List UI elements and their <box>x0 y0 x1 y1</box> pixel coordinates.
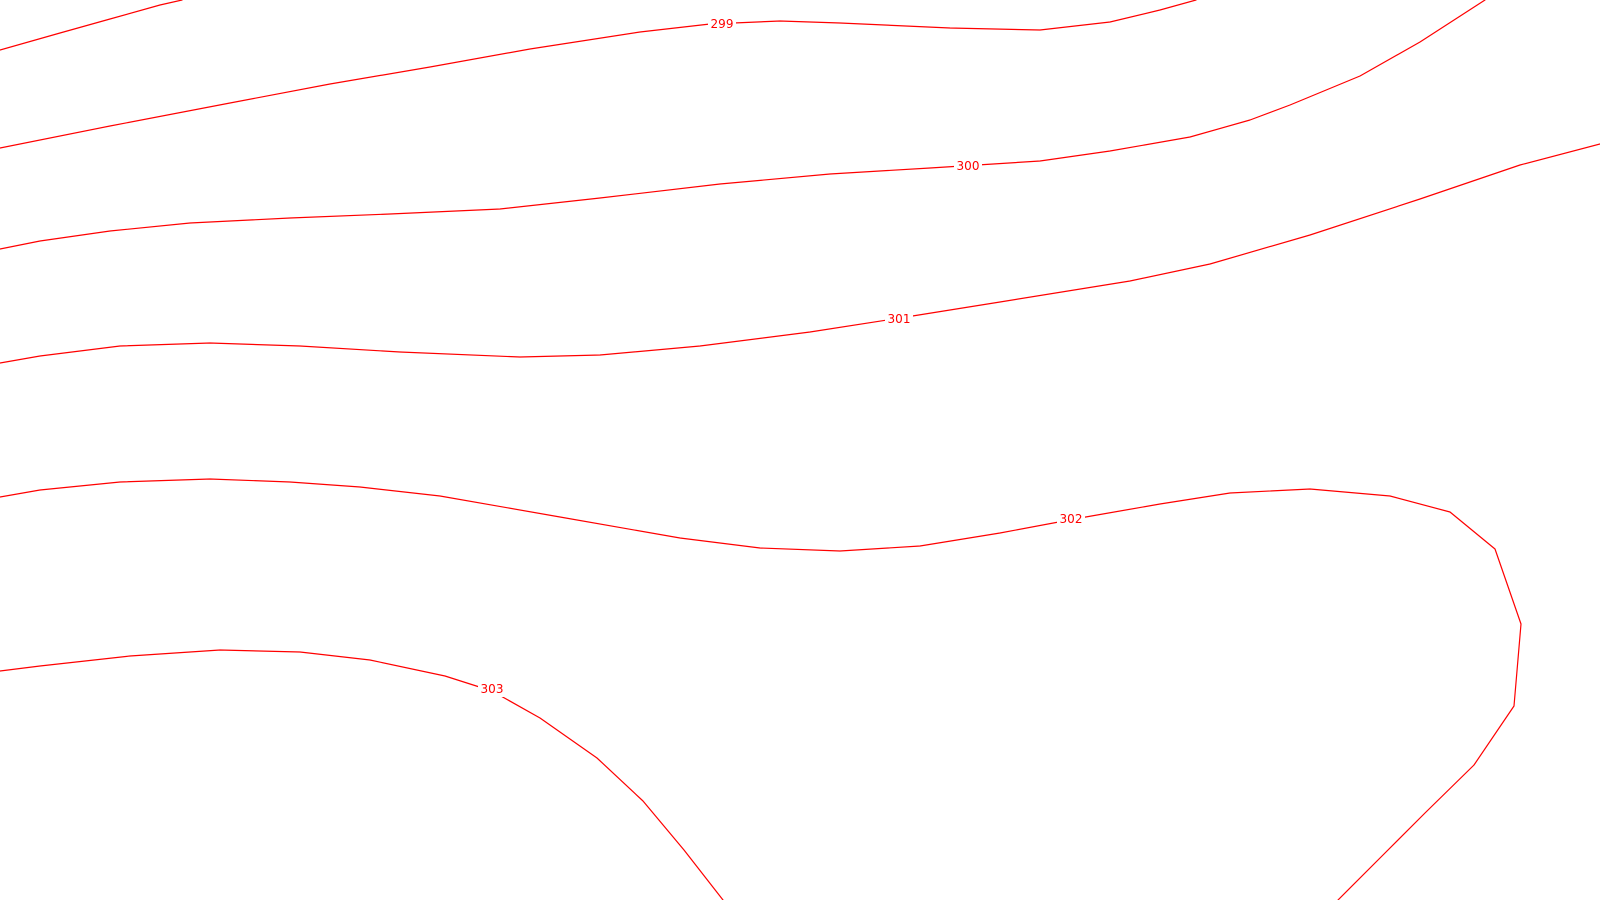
contour-line-298 <box>0 0 183 51</box>
contour-label-bg-301 <box>885 311 913 327</box>
contour-label-bg-300 <box>954 158 982 174</box>
contour-298 <box>0 0 183 51</box>
contour-label-303: 303 <box>481 682 504 696</box>
contour-label-302: 302 <box>1060 512 1083 526</box>
contour-line-302 <box>0 478 1522 900</box>
contour-299: 299 <box>0 0 1197 149</box>
contour-label-300: 300 <box>957 159 980 173</box>
contour-302: 302 <box>0 478 1522 900</box>
contour-label-bg-303 <box>478 681 506 697</box>
contour-301: 301 <box>0 143 1600 364</box>
contour-label-bg-302 <box>1057 511 1085 527</box>
contour-label-299: 299 <box>711 17 734 31</box>
contour-line-303 <box>0 649 724 900</box>
contour-label-bg-299 <box>708 16 736 32</box>
contour-300: 300 <box>0 0 1486 250</box>
contour-line-299 <box>0 0 1197 149</box>
contour-303: 303 <box>0 649 724 900</box>
contour-line-300 <box>0 0 1486 250</box>
contour-line-301 <box>0 143 1600 364</box>
contour-label-301: 301 <box>888 312 911 326</box>
